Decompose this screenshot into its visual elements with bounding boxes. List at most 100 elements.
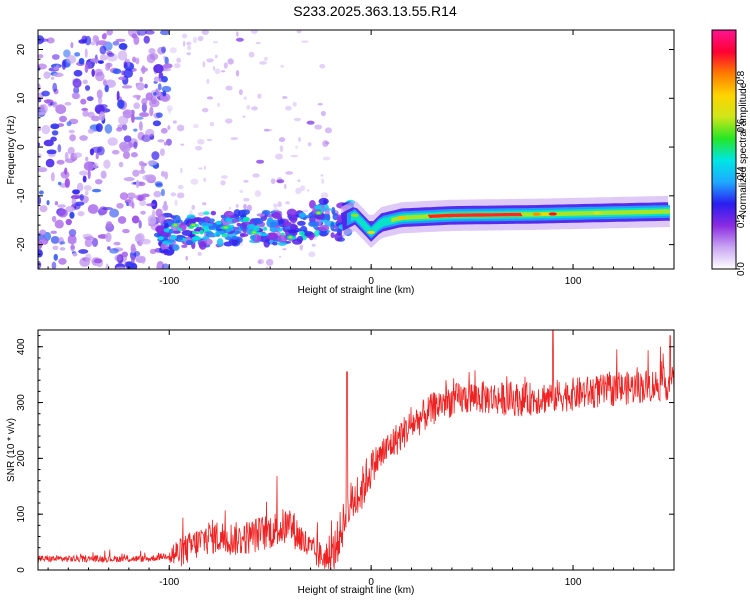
spectral-blob bbox=[282, 248, 287, 251]
spectral-blob bbox=[52, 245, 59, 251]
spectral-blob bbox=[320, 192, 329, 199]
colorbar-tick-label: 0.8 bbox=[736, 70, 747, 84]
spectral-blob bbox=[84, 85, 91, 91]
spectral-blob bbox=[166, 105, 173, 112]
spectral-blob bbox=[269, 221, 278, 228]
spectral-blob bbox=[320, 174, 324, 177]
spectral-blob bbox=[112, 68, 122, 75]
spectral-blob bbox=[82, 110, 89, 117]
spectral-blob bbox=[223, 226, 228, 229]
x-tick-label: 0 bbox=[368, 276, 374, 287]
spectral-blob bbox=[191, 204, 196, 210]
colorbar-tick-label: 0.4 bbox=[736, 166, 747, 180]
spectral-blob bbox=[172, 244, 180, 251]
spectral-blob bbox=[302, 209, 309, 213]
spectral-blob bbox=[277, 201, 282, 208]
spectral-blob bbox=[197, 211, 205, 217]
spectral-blob bbox=[122, 151, 131, 159]
spectral-blob bbox=[38, 63, 48, 70]
spectral-blob bbox=[280, 232, 285, 236]
spectral-blob bbox=[79, 135, 88, 141]
snr-y-tick-label: 100 bbox=[16, 505, 27, 522]
spectral-blob bbox=[38, 112, 46, 116]
snr-x-tick-label: 100 bbox=[565, 577, 582, 588]
spectral-blob bbox=[140, 67, 149, 72]
spectral-blob bbox=[255, 42, 261, 45]
spectral-blob bbox=[141, 102, 148, 113]
spectral-blob bbox=[121, 85, 133, 89]
spectral-blob bbox=[163, 141, 168, 146]
spectral-blob bbox=[278, 219, 286, 228]
spectral-blob bbox=[276, 179, 285, 184]
spectral-blob bbox=[243, 203, 247, 210]
spectral-blob bbox=[140, 210, 146, 215]
spectral-blob bbox=[38, 196, 42, 205]
spectral-blob bbox=[162, 249, 170, 253]
spectral-blob bbox=[91, 68, 95, 77]
spectral-blob bbox=[152, 120, 162, 127]
spectral-blob bbox=[132, 56, 137, 63]
spectral-blob bbox=[214, 68, 221, 75]
spectral-blob bbox=[257, 258, 265, 265]
spectral-blob bbox=[72, 78, 82, 88]
spectral-blob bbox=[168, 108, 171, 115]
ridge-hotspot bbox=[367, 230, 376, 235]
spectral-blob bbox=[318, 197, 329, 205]
spectral-blob bbox=[198, 241, 207, 250]
spectral-blob bbox=[284, 184, 287, 190]
spectral-blob bbox=[191, 231, 200, 235]
spectral-blob bbox=[251, 106, 258, 111]
spectral-blob bbox=[107, 246, 111, 251]
spectral-blob bbox=[52, 72, 64, 78]
spectral-blob bbox=[246, 105, 251, 110]
spectral-blob bbox=[50, 235, 60, 244]
spectral-blob bbox=[161, 263, 170, 269]
spectral-blob bbox=[295, 145, 298, 150]
spectral-blob bbox=[252, 173, 260, 178]
spectral-blob bbox=[193, 228, 201, 232]
spectral-blob bbox=[191, 224, 196, 227]
spectral-blob bbox=[103, 80, 107, 87]
ridge-hotspot bbox=[548, 212, 557, 216]
spectral-blob bbox=[99, 54, 108, 61]
spectral-blob bbox=[278, 137, 286, 143]
spectral-blob bbox=[278, 255, 282, 258]
spectral-blob bbox=[113, 241, 121, 246]
spectral-blob bbox=[250, 234, 256, 241]
spectral-blob bbox=[50, 172, 55, 182]
spectral-blob bbox=[273, 203, 278, 208]
ridge-core-red bbox=[427, 212, 523, 219]
spectral-blob bbox=[132, 169, 140, 177]
spectral-blob bbox=[133, 35, 140, 45]
spectral-blob bbox=[181, 244, 188, 248]
spectral-blob bbox=[133, 128, 138, 132]
spectral-blob bbox=[133, 102, 140, 110]
spectral-blob bbox=[85, 61, 93, 70]
spectral-blob bbox=[319, 224, 330, 232]
spectral-blob bbox=[115, 38, 126, 42]
spectral-blob bbox=[243, 96, 247, 100]
spectral-blob bbox=[51, 215, 57, 223]
spectral-blob bbox=[66, 54, 77, 64]
spectral-blob bbox=[256, 213, 266, 217]
spectrogram-frame bbox=[37, 29, 675, 270]
spectral-blob bbox=[103, 159, 111, 169]
spectral-blob bbox=[144, 83, 148, 89]
spectral-blob bbox=[116, 90, 120, 101]
spectral-blob bbox=[185, 256, 189, 261]
spectral-blob bbox=[135, 82, 145, 91]
spectral-blob bbox=[51, 130, 59, 136]
spectral-blob bbox=[121, 251, 129, 258]
spectrogram-y-label: Frequency (Hz) bbox=[6, 116, 17, 185]
spectral-blob bbox=[263, 56, 268, 62]
spectral-blob bbox=[172, 214, 181, 224]
spectral-blob bbox=[160, 127, 168, 134]
spectral-blob bbox=[288, 236, 293, 239]
spectral-blob bbox=[74, 86, 78, 91]
spectral-blob bbox=[280, 64, 285, 68]
spectral-blob bbox=[39, 229, 47, 236]
spectral-blob bbox=[84, 48, 88, 58]
spectral-blob bbox=[112, 41, 120, 46]
spectral-blob bbox=[57, 144, 62, 153]
spectral-blob bbox=[90, 41, 96, 46]
